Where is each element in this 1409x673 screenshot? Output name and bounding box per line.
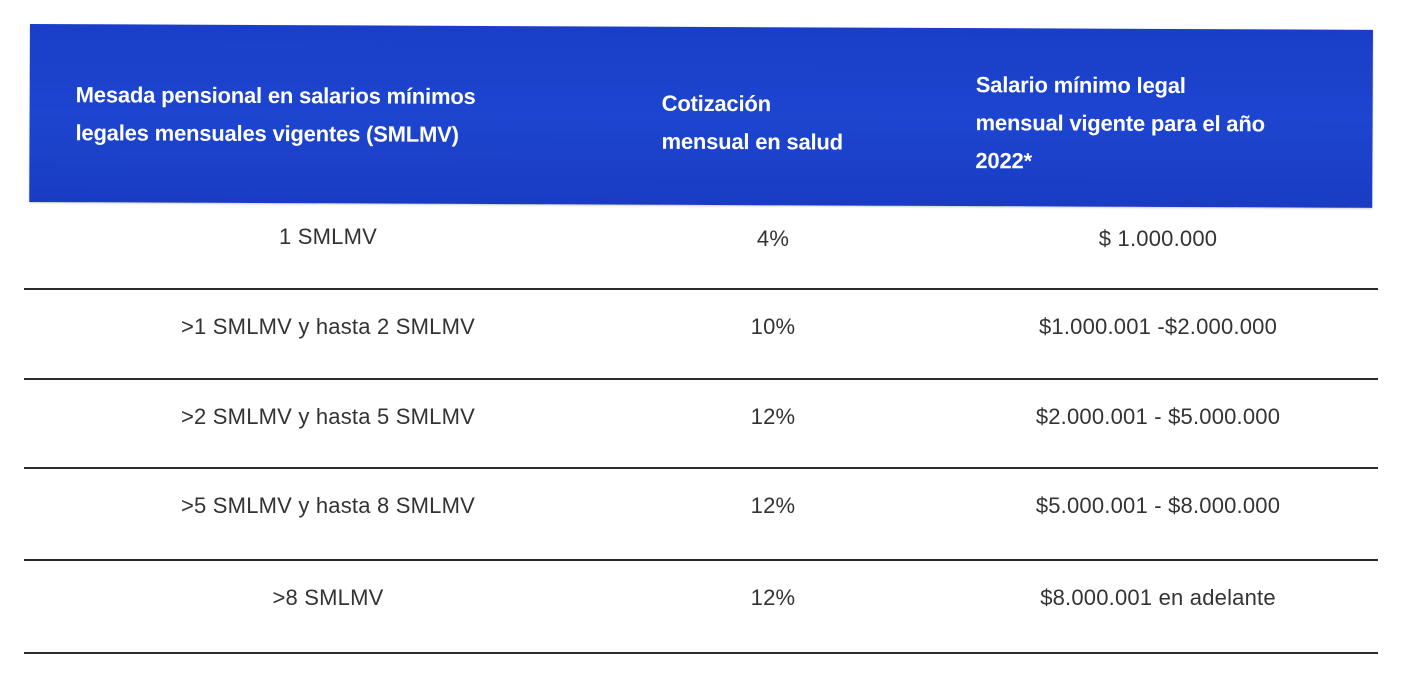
header-line: Cotización [661,90,771,117]
table-row: >5 SMLMV y hasta 8 SMLMV 12% $5.000.001 … [28,493,1378,581]
cell-salary: $1.000.001 -$2.000.000 [1038,314,1278,339]
cell-rate: 10% [750,314,796,339]
cell-range: >2 SMLMV y hasta 5 SMLMV [181,404,475,429]
table-row: >1 SMLMV y hasta 2 SMLMV 10% $1.000.001 … [28,314,1378,402]
row-divider [24,378,1378,380]
cell-rate: 12% [750,404,796,429]
cell-salary: $5.000.001 - $8.000.000 [1035,493,1281,518]
table-row: >8 SMLMV 12% $8.000.001 en adelante [28,585,1378,673]
cell-rate: 12% [750,493,796,518]
table-row: 1 SMLMV 4% $ 1.000.000 [28,224,1378,312]
row-divider [24,652,1378,654]
row-divider [24,467,1378,469]
header-line: 2022* [975,148,1032,174]
row-divider [24,288,1378,290]
cell-salary: $2.000.001 - $5.000.000 [1035,404,1281,429]
header-line: legales mensuales vigentes (SMLMV) [75,120,459,147]
cell-range: 1 SMLMV [279,224,377,249]
header-line: mensual vigente para el año [975,110,1265,137]
cell-range: >5 SMLMV y hasta 8 SMLMV [181,493,475,518]
table-header: Mesada pensional en salarios mínimos leg… [29,24,1373,208]
cell-rate: 4% [756,226,790,251]
cell-salary: $8.000.001 en adelante [1040,585,1276,610]
row-divider [24,559,1378,561]
header-pension-amount: Mesada pensional en salarios mínimos leg… [75,76,595,154]
header-health-contribution: Cotización mensual en salud [661,85,921,162]
table-row: >2 SMLMV y hasta 5 SMLMV 12% $2.000.001 … [28,404,1378,492]
cell-rate: 12% [750,585,796,610]
header-line: mensual en salud [661,128,843,155]
header-line: Mesada pensional en salarios mínimos [75,82,476,109]
cell-salary: $ 1.000.000 [1098,226,1218,251]
cell-range: >1 SMLMV y hasta 2 SMLMV [181,314,475,339]
header-minimum-salary: Salario mínimo legal mensual vigente par… [975,66,1355,182]
cell-range: >8 SMLMV [272,585,384,610]
header-line: Salario mínimo legal [975,72,1186,99]
